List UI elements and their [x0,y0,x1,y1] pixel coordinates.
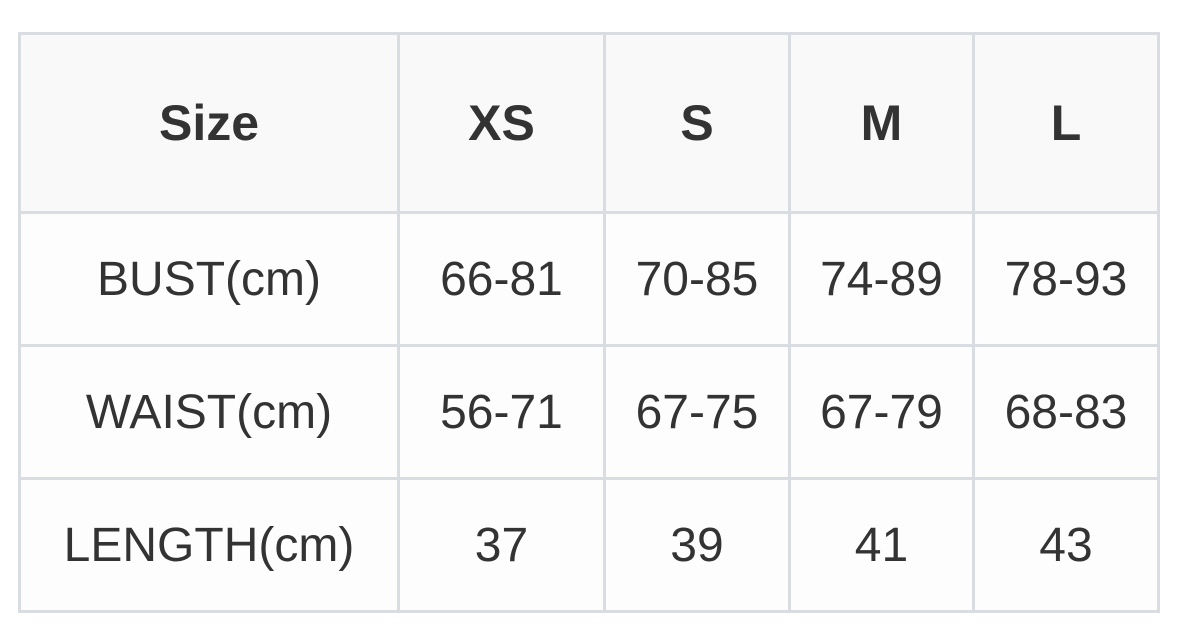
table-cell: 66-81 [397,211,606,347]
table-cell: 37 [397,477,606,613]
table-cell: 74-89 [788,211,975,347]
table-cell: 67-79 [788,344,975,480]
header-cell: L [972,32,1160,214]
row-label: WAIST(cm) [18,344,400,480]
size-chart-table: Size XS S M L BUST(cm) 66-81 70-85 74-89… [18,32,1160,613]
table-cell: 68-83 [972,344,1160,480]
table-cell: 43 [972,477,1160,613]
table-cell: 67-75 [603,344,791,480]
table-cell: 70-85 [603,211,791,347]
header-row: Size XS S M L [18,32,1160,214]
header-cell: M [788,32,975,214]
table-cell: 78-93 [972,211,1160,347]
table-row: WAIST(cm) 56-71 67-75 67-79 68-83 [18,344,1160,480]
header-cell: S [603,32,791,214]
row-label: LENGTH(cm) [18,477,400,613]
table-cell: 39 [603,477,791,613]
table-cell: 56-71 [397,344,606,480]
row-label: BUST(cm) [18,211,400,347]
header-cell: Size [18,32,400,214]
table-row: LENGTH(cm) 37 39 41 43 [18,477,1160,613]
header-cell: XS [397,32,606,214]
table-cell: 41 [788,477,975,613]
table-row: BUST(cm) 66-81 70-85 74-89 78-93 [18,211,1160,347]
